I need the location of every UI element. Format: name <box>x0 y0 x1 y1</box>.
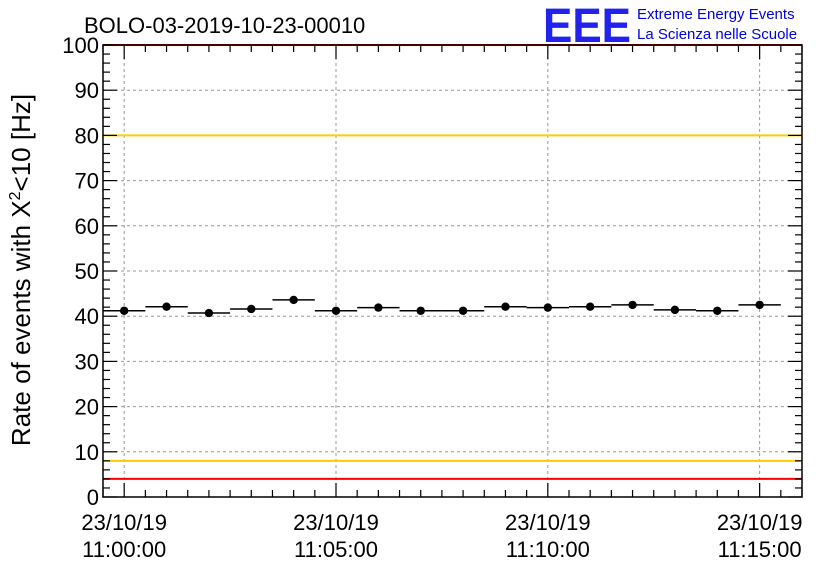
data-point <box>526 303 569 312</box>
data-point <box>272 295 315 305</box>
data-point <box>484 302 527 311</box>
data-point <box>441 306 485 315</box>
marker <box>501 302 510 311</box>
y-tick-label: 60 <box>75 214 99 239</box>
logo-line-2: La Scienza nelle Scuole <box>637 26 797 43</box>
y-tick-label: 40 <box>75 304 99 329</box>
y-tick-label: 30 <box>75 349 99 374</box>
y-tick-label: 100 <box>62 33 99 58</box>
y-tick-labels: 0 10 20 30 40 50 60 70 80 90 100 <box>62 33 99 510</box>
marker <box>204 308 214 318</box>
data-point <box>145 302 188 311</box>
data-point <box>357 303 400 312</box>
marker <box>289 295 298 305</box>
data-point <box>103 306 146 315</box>
x-tick-label-date: 23/10/19 <box>81 510 167 535</box>
data-points <box>103 295 781 318</box>
marker <box>416 306 425 315</box>
x-tick-label-time: 11:00:00 <box>82 537 166 562</box>
axes <box>102 44 803 498</box>
marker <box>162 302 171 311</box>
marker <box>543 303 553 312</box>
data-point <box>696 306 739 315</box>
x-tick-label-date: 23/10/19 <box>717 510 803 535</box>
marker <box>247 304 256 314</box>
y-tick-label: 70 <box>75 169 99 194</box>
data-point <box>653 305 697 315</box>
x-tick-labels: 23/10/1911:00:0023/10/1911:05:0023/10/19… <box>81 510 802 562</box>
marker <box>628 300 637 310</box>
chart-title: BOLO-03-2019-10-23-00010 <box>84 13 365 38</box>
y-axis-label: Rate of events with X2<10 [Hz] <box>6 94 36 446</box>
marker <box>670 305 680 315</box>
y-tick-label: 10 <box>75 440 99 465</box>
marker <box>458 306 468 315</box>
y-tick-label: 50 <box>75 259 99 284</box>
x-tick-label-date: 23/10/19 <box>505 510 591 535</box>
y-axis-label-main: Rate of events with X <box>6 200 36 446</box>
data-point <box>399 306 442 315</box>
x-tick-label-date: 23/10/19 <box>293 510 379 535</box>
data-point <box>611 300 654 310</box>
y-tick-label: 20 <box>75 395 99 420</box>
marker <box>755 300 764 310</box>
y-tick-label: 90 <box>75 78 99 103</box>
data-point <box>738 300 781 310</box>
eee-logo: EEE Extreme Energy Events La Scienza nel… <box>543 0 797 53</box>
marker <box>713 306 722 315</box>
data-point <box>569 302 612 311</box>
marker <box>374 303 383 312</box>
x-tick-label-time: 11:15:00 <box>718 537 802 562</box>
data-point <box>314 306 358 315</box>
y-tick-label: 0 <box>87 485 99 510</box>
y-axis-label-superscript: 2 <box>7 191 24 200</box>
marker <box>585 302 595 311</box>
logo-line-1: Extreme Energy Events <box>637 6 795 23</box>
marker <box>119 306 129 315</box>
x-tick-label-time: 11:10:00 <box>506 537 590 562</box>
y-axis-label-tail: <10 [Hz] <box>6 94 36 192</box>
x-tick-label-time: 11:05:00 <box>294 537 378 562</box>
data-point <box>230 304 273 314</box>
y-tick-label: 80 <box>75 123 99 148</box>
marker <box>331 306 341 315</box>
data-point <box>187 308 231 318</box>
